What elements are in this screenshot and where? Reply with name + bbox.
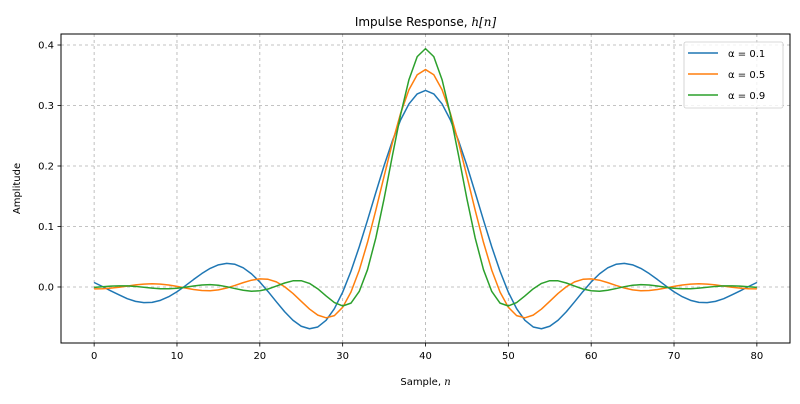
y-tick-label: 0.1 bbox=[38, 222, 54, 233]
x-tick-label: 70 bbox=[668, 351, 681, 362]
x-tick-label: 10 bbox=[171, 351, 184, 362]
legend-box bbox=[683, 41, 784, 109]
x-tick-label: 30 bbox=[336, 351, 349, 362]
legend-label-3: α = 0.9 bbox=[728, 91, 765, 102]
y-tick-label: 0.2 bbox=[38, 161, 54, 172]
y-tick-label: 0.3 bbox=[38, 101, 54, 112]
series-lines bbox=[93, 47, 758, 330]
series-line-2 bbox=[94, 68, 757, 319]
x-tick-label: 40 bbox=[419, 351, 432, 362]
y-tick-label: 0.0 bbox=[38, 282, 54, 293]
x-tick-label: 20 bbox=[253, 351, 266, 362]
chart-title-math: h[n] bbox=[471, 15, 496, 29]
series-line-3 bbox=[94, 47, 757, 307]
legend-label-2: α = 0.5 bbox=[728, 70, 765, 81]
y-tick-label: 0.4 bbox=[38, 41, 54, 52]
x-tick-label: 80 bbox=[750, 351, 763, 362]
x-tick-label: 50 bbox=[502, 351, 515, 362]
series-line-1 bbox=[93, 89, 758, 330]
x-axis-label-text: Sample, bbox=[400, 377, 444, 388]
legend-label-1: α = 0.1 bbox=[728, 49, 765, 60]
x-axis-label-math: n bbox=[444, 377, 450, 388]
x-axis-label: Sample, n bbox=[400, 377, 450, 388]
y-axis-label: Amplitude bbox=[12, 163, 23, 214]
chart-title-text: Impulse Response, bbox=[355, 15, 472, 29]
x-tick-label: 60 bbox=[585, 351, 598, 362]
legend: α = 0.1 α = 0.5 α = 0.9 bbox=[683, 41, 784, 109]
ticks: 0 10 20 30 40 50 60 70 80 0.0 0.1 0.2 0.3 0.4 bbox=[38, 41, 763, 362]
chart-title: Impulse Response, h[n] bbox=[355, 15, 497, 29]
x-tick-label: 0 bbox=[91, 351, 97, 362]
